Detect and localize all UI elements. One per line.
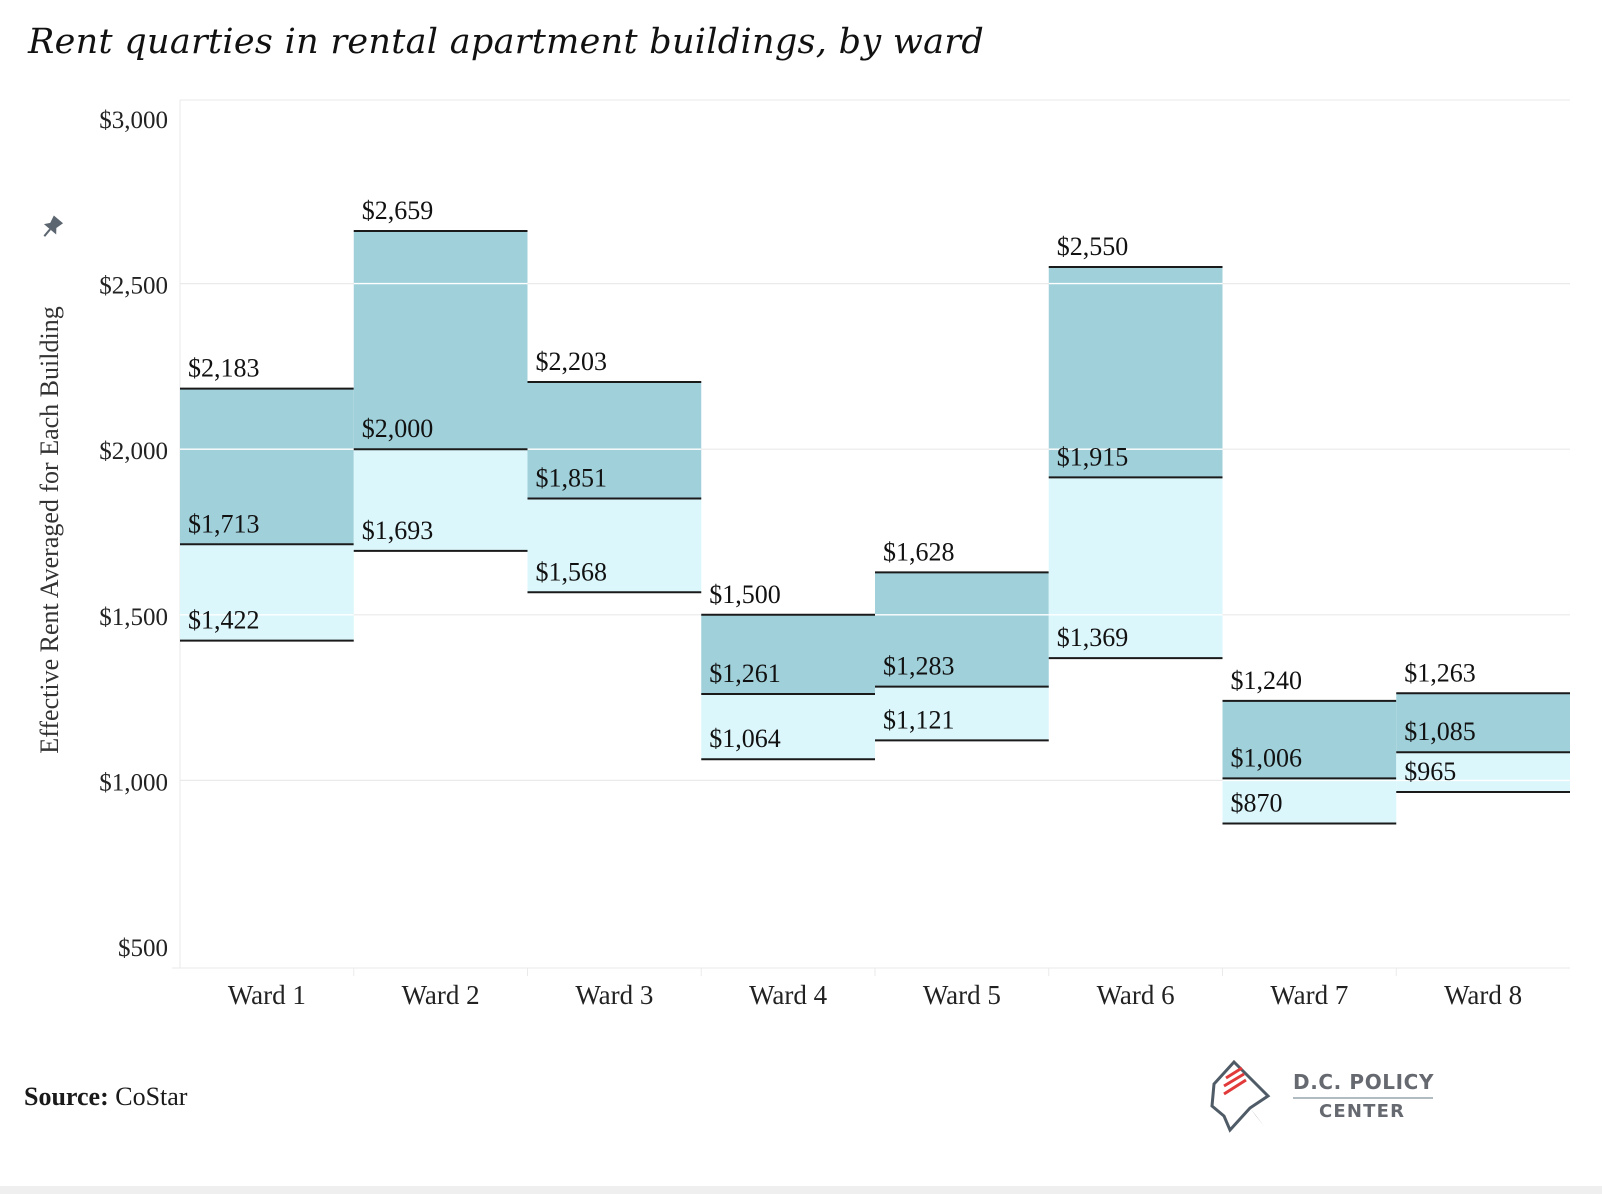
upper-band-bar[interactable] (701, 614, 875, 694)
source-label: Source: (24, 1082, 109, 1111)
lower-value-label: $870 (1231, 788, 1283, 817)
x-tick-label: Ward 6 (1097, 980, 1175, 1010)
x-tick-label: Ward 8 (1444, 980, 1522, 1010)
upper-value-label: $1,628 (883, 537, 955, 566)
x-tick-label: Ward 3 (575, 980, 653, 1010)
upper-value-label: $2,203 (536, 347, 608, 376)
x-tick-label: Ward 7 (1270, 980, 1348, 1010)
y-tick-label: $2,500 (99, 273, 168, 300)
upper-band-bar[interactable] (875, 572, 1049, 687)
lower-value-label: $1,568 (536, 557, 608, 586)
lower-band-bar[interactable] (1222, 778, 1397, 824)
logo-line2: CENTER (1319, 1101, 1406, 1122)
upper-value-label: $1,240 (1231, 666, 1303, 695)
upper-value-label: $1,263 (1404, 658, 1476, 687)
y-tick-label: $500 (118, 935, 168, 962)
median-value-label: $1,283 (883, 652, 955, 681)
upper-value-label: $2,550 (1057, 232, 1129, 261)
median-value-label: $2,000 (362, 414, 434, 443)
y-tick-label: $2,000 (99, 438, 168, 465)
gridlines (172, 99, 1570, 976)
upper-band-bar[interactable] (180, 388, 354, 545)
lower-band-bar[interactable] (875, 686, 1049, 741)
x-tick-label: Ward 2 (402, 980, 480, 1010)
median-value-label: $1,085 (1404, 717, 1476, 746)
dc-map-pen-icon (1210, 1059, 1271, 1133)
upper-band-bar[interactable] (527, 381, 702, 499)
axes: $500 $1,000 $1,500 $2,000 $2,500 $3,000 Effect… (35, 107, 1522, 1010)
upper-band-bar[interactable] (1396, 693, 1570, 753)
upper-band-bar[interactable] (1222, 700, 1397, 779)
x-tick-label: Ward 4 (749, 980, 828, 1010)
lower-value-label: $1,422 (188, 606, 260, 635)
lower-band-bar[interactable] (1396, 752, 1570, 792)
y-tick-label: $3,000 (99, 107, 168, 134)
lower-value-label: $1,693 (362, 516, 434, 545)
lower-band-bar[interactable] (1048, 477, 1223, 659)
source-note: Source: CoStar (24, 1082, 187, 1112)
chart-title: Rent quarties in rental apartment buildi… (28, 22, 985, 62)
source-value: CoStar (115, 1082, 188, 1111)
lower-band-bar[interactable] (180, 544, 354, 641)
y-axis-title: Effective Rent Averaged for Each Buildin… (35, 306, 64, 753)
median-value-label: $1,006 (1231, 743, 1303, 772)
median-value-label: $1,851 (536, 464, 608, 493)
upper-value-label: $1,500 (709, 580, 781, 609)
y-tick-label: $1,000 (99, 769, 168, 796)
pin-icon[interactable] (38, 214, 64, 241)
lower-value-label: $965 (1404, 757, 1456, 786)
lower-band-bar[interactable] (353, 449, 528, 551)
upper-band-bar[interactable] (353, 230, 528, 450)
median-value-label: $1,915 (1057, 442, 1129, 471)
x-tick-label: Ward 1 (228, 980, 306, 1010)
lower-value-label: $1,369 (1057, 623, 1129, 652)
dc-policy-center-logo[interactable]: D.C. POLICY CENTER (1206, 1054, 1446, 1154)
x-tick-label: Ward 5 (923, 980, 1001, 1010)
lower-value-label: $1,064 (709, 724, 781, 753)
lower-band-bar[interactable] (701, 693, 875, 760)
value-labels: $2,183 $1,713 $1,422 $2,659 $2,000 $1,693 $2,2… (188, 196, 1476, 818)
logo-divider (1293, 1097, 1433, 1099)
lower-value-label: $1,121 (883, 705, 955, 734)
upper-value-label: $2,659 (362, 196, 434, 225)
logo-line1: D.C. POLICY (1293, 1070, 1435, 1094)
median-value-label: $1,261 (709, 659, 781, 688)
median-value-label: $1,713 (188, 509, 260, 538)
quartile-bars (180, 229, 1570, 825)
y-tick-label: $1,500 (99, 604, 168, 631)
upper-value-label: $2,183 (188, 354, 260, 383)
upper-band-bar[interactable] (1048, 267, 1223, 478)
bottom-bar (0, 1186, 1602, 1194)
lower-band-bar[interactable] (527, 498, 702, 593)
